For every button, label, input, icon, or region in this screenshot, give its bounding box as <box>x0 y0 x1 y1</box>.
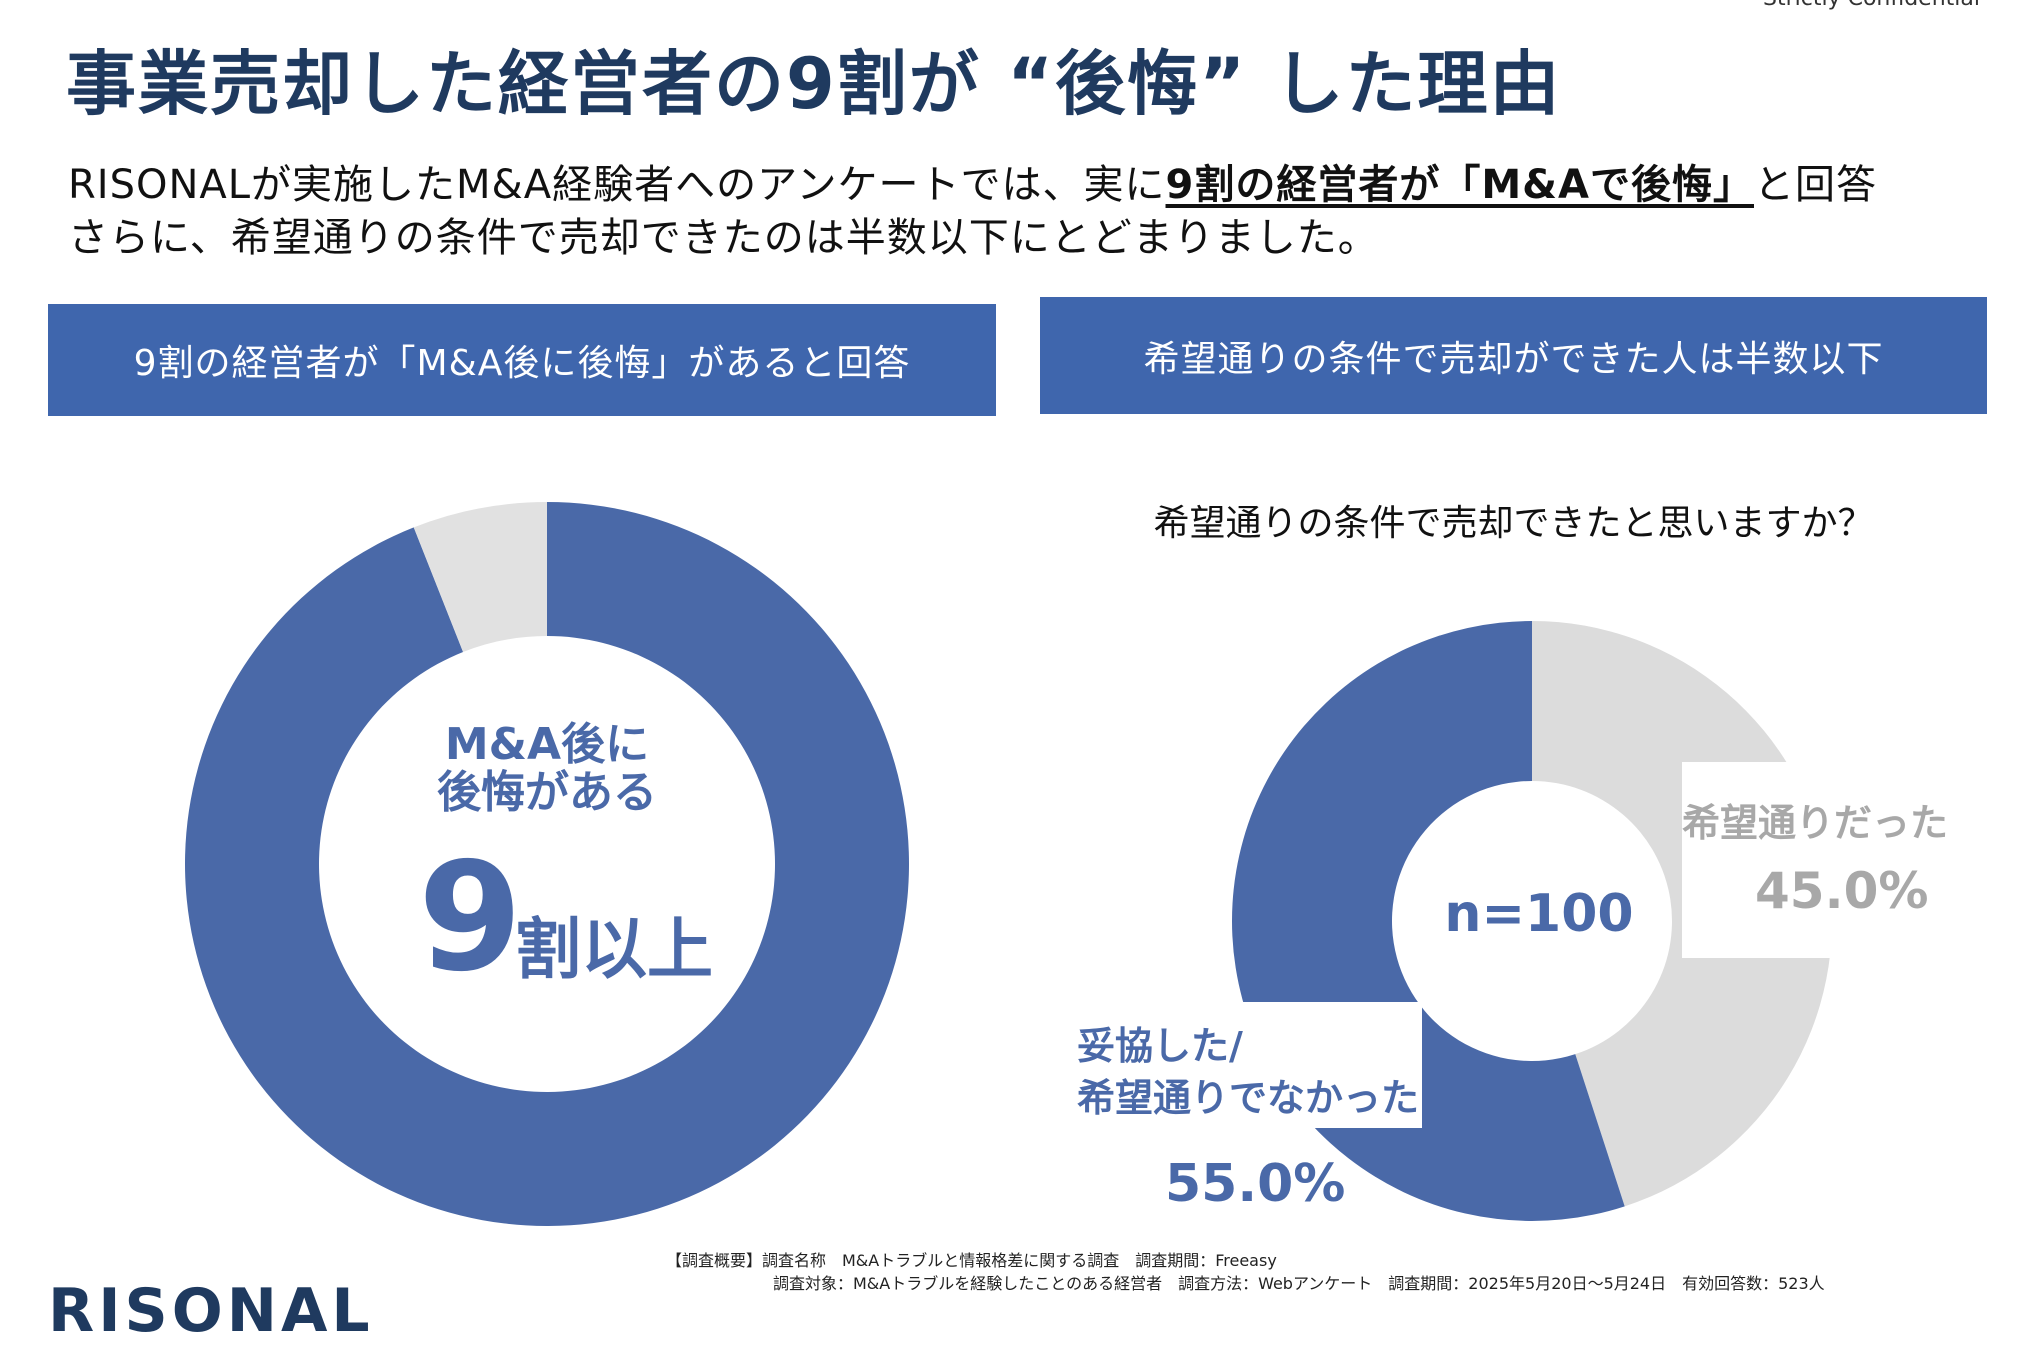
segment-label: 妥協した/ 希望通りでなかった <box>1077 1024 1420 1120</box>
donut-segment <box>185 502 910 1226</box>
label-backdrop <box>1682 762 1982 958</box>
center-label: 後悔がある <box>437 767 657 818</box>
panel-heading: 希望通りの条件で売却ができた人は半数以下 <box>1040 297 1987 414</box>
center-label: M&A後に <box>444 719 650 770</box>
intro-emphasis: 9割の経営者が「M&Aで後悔」 <box>1165 162 1754 208</box>
label-backdrop <box>1060 1002 1422 1128</box>
center-label: n=100 <box>1444 884 1634 944</box>
chart-title: 希望通りの条件で売却できたと思いますか？ <box>1153 503 1874 544</box>
big-suffix: 割以上 <box>515 911 713 988</box>
confidential-note: Strictly Confidential <box>1763 0 1980 11</box>
value-label: 55.0% <box>1165 1154 1346 1214</box>
slide: Strictly Confidential 事業売却した経営者の9割が “後悔”… <box>48 0 1987 1346</box>
big-number: 9 <box>418 831 523 1005</box>
footer-line: 【調査概要】調査名称 M&Aトラブルと情報格差に関する調査 調査期間：Freea… <box>666 1251 1277 1270</box>
logo: RISONAL <box>48 1276 374 1346</box>
footer-line: 調査対象：M&Aトラブルを経験したことのある経営者 調査方法：Webアンケート … <box>773 1274 1825 1293</box>
intro-text: RISONALが実施したM&A経験者へのアンケートでは、実に <box>68 162 1166 208</box>
charts <box>185 502 1982 1226</box>
intro-line: RISONALが実施したM&A経験者へのアンケートでは、実に9割の経営者が「M&… <box>68 152 1877 210</box>
value-label: 45.0% <box>1755 862 1929 920</box>
slide-title: 事業売却した経営者の9割が “後悔” した理由 <box>66 43 1562 125</box>
intro-line: さらに、希望通りの条件で売却できたのは半数以下にとどまりました。 <box>68 215 1379 261</box>
segment-label: 希望通りだった <box>1682 801 1949 845</box>
intro-text: と回答 <box>1754 162 1877 208</box>
panel-heading: 9割の経営者が「M&A後に後悔」があると回答 <box>48 304 996 416</box>
donut-segment <box>413 502 547 653</box>
